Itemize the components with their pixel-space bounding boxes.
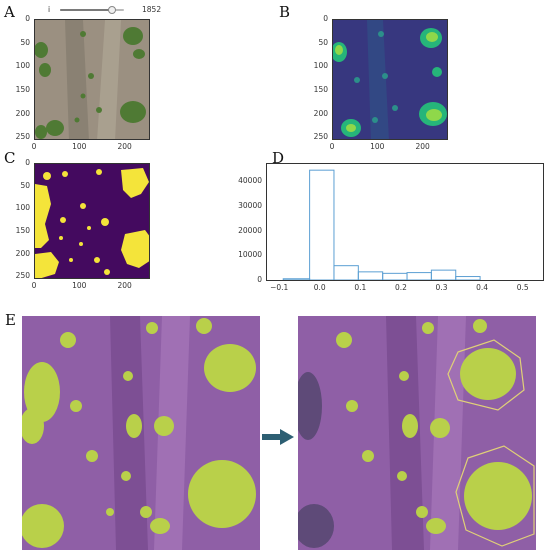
histogram-x-tick: −0.1 [270, 283, 289, 292]
panel-letter-e: E [5, 311, 16, 329]
histogram-y-tick: 0 [257, 275, 262, 284]
mask-c [35, 164, 149, 278]
panel-c-y-tick: 100 [15, 203, 30, 213]
panel-a-x-tick: 0 [31, 142, 37, 151]
histogram-x-tick: 0.1 [354, 283, 367, 292]
histogram-y-tick: 20000 [238, 225, 262, 235]
histogram-x-tick: 0.4 [476, 283, 489, 292]
heatmap-b [333, 20, 447, 139]
panel-b-y-tick: 200 [313, 108, 328, 118]
panel-b-y-tick: 250 [313, 132, 328, 142]
histogram-bar [382, 272, 408, 280]
panel-b-y-tick: 100 [313, 61, 328, 71]
histogram-y-tick: 10000 [238, 250, 262, 260]
segmentation-overlay-before [22, 316, 260, 550]
panel-b-index-heatmap [332, 19, 448, 140]
panel-c-y-tick: 250 [15, 271, 30, 281]
panel-b-y-tick: 50 [318, 37, 328, 47]
convex-hull-top [447, 339, 525, 411]
panel-a-y-tick: 100 [15, 61, 30, 71]
segmentation-overlay-after [298, 316, 536, 550]
panel-a-y-tick: 0 [25, 14, 30, 23]
histogram-bar [430, 269, 457, 280]
panel-letter-d: D [272, 149, 285, 167]
panel-a-y-tick: 200 [15, 108, 30, 118]
panel-c-y-tick: 200 [15, 248, 30, 258]
histogram-x-tick: 0.0 [313, 283, 326, 292]
panel-letter-c: C [4, 149, 16, 167]
panel-a-y-tick: 150 [15, 84, 30, 94]
histogram-x-tick: 0.3 [435, 283, 448, 292]
panel-b-y-tick: 0 [323, 14, 328, 23]
panel-letter-b: B [279, 3, 291, 21]
panel-a-x-tick: 200 [117, 142, 132, 151]
panel-b-x-tick: 100 [370, 142, 385, 151]
histogram-bar [309, 169, 335, 280]
overlay-image-after [298, 316, 536, 550]
panel-c-y-tick: 150 [15, 225, 30, 235]
histogram-bar [455, 276, 481, 280]
panel-letter-a: A [4, 3, 15, 21]
histogram-x-tick: 0.5 [516, 283, 529, 292]
frame-slider-fill [60, 9, 113, 11]
histogram-bar [282, 278, 311, 280]
histogram-bar [406, 272, 432, 280]
histogram-plot [282, 169, 481, 280]
slider-min-label: i [48, 5, 51, 14]
histogram-bar [333, 265, 359, 280]
panel-c-x-tick: 200 [117, 281, 132, 290]
panel-a-aerial-image [34, 19, 150, 140]
panel-c-binary-mask [34, 163, 150, 279]
panel-b-y-tick: 150 [313, 84, 328, 94]
panel-c-x-tick: 100 [72, 281, 87, 290]
field-photo-a [35, 20, 149, 139]
panel-b-x-tick: 200 [415, 142, 430, 151]
panel-c-x-tick: 0 [31, 281, 37, 290]
overlay-image-before [22, 316, 260, 550]
panel-a-x-tick: 100 [72, 142, 87, 151]
panel-b-x-tick: 0 [329, 142, 335, 151]
panel-c-y-tick: 50 [20, 180, 30, 190]
panel-a-y-tick: 50 [20, 37, 30, 47]
convex-hull-bottom [455, 445, 535, 547]
histogram-y-tick: 40000 [238, 176, 262, 186]
panel-d-histogram [266, 163, 544, 281]
histogram-bar [357, 271, 384, 280]
histogram-x-tick: 0.2 [394, 283, 407, 292]
frame-slider-handle[interactable] [108, 6, 117, 14]
panel-a-y-tick: 250 [15, 132, 30, 142]
histogram-y-tick: 30000 [238, 200, 262, 210]
slider-value-label: 1852 [142, 5, 162, 14]
right-arrow-icon [262, 429, 294, 445]
panel-c-y-tick: 0 [25, 158, 30, 167]
